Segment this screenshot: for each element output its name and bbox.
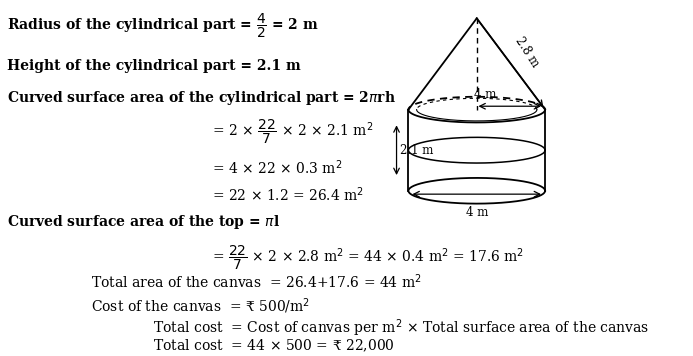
Text: = 2 $\times$ $\dfrac{22}{7}$ $\times$ 2 $\times$ 2.1 m$^{2}$: = 2 $\times$ $\dfrac{22}{7}$ $\times$ 2 … — [212, 118, 374, 146]
Text: = 22 $\times$ 1.2 = 26.4 m$^{2}$: = 22 $\times$ 1.2 = 26.4 m$^{2}$ — [212, 186, 365, 204]
Text: Curved surface area of the top = $\pi$l: Curved surface area of the top = $\pi$l — [8, 213, 281, 231]
Text: Curved surface area of the cylindrical part = 2$\pi$rh: Curved surface area of the cylindrical p… — [8, 89, 396, 107]
Text: Total cost  = Cost of canvas per m$^{2}$ $\times$ Total surface area of the canv: Total cost = Cost of canvas per m$^{2}$ … — [153, 318, 649, 339]
Text: 4 m: 4 m — [475, 88, 497, 101]
Text: Radius of the cylindrical part = $\dfrac{4}{2}$ = 2 m: Radius of the cylindrical part = $\dfrac… — [8, 11, 319, 40]
Text: 4 m: 4 m — [466, 206, 488, 219]
Text: Total cost  = 44 $\times$ 500 = ₹ 22,000: Total cost = 44 $\times$ 500 = ₹ 22,000 — [153, 338, 395, 354]
Text: Cost of the canvas  = ₹ 500/m$^{2}$: Cost of the canvas = ₹ 500/m$^{2}$ — [91, 296, 310, 316]
Text: = $\dfrac{22}{7}$ $\times$ 2 $\times$ 2.8 m$^{2}$ = 44 $\times$ 0.4 m$^{2}$ = 17: = $\dfrac{22}{7}$ $\times$ 2 $\times$ 2.… — [212, 243, 525, 272]
Text: 2.8 m: 2.8 m — [513, 35, 542, 70]
Text: = 4 $\times$ 22 $\times$ 0.3 m$^{2}$: = 4 $\times$ 22 $\times$ 0.3 m$^{2}$ — [212, 159, 343, 177]
Text: Height of the cylindrical part = 2.1 m: Height of the cylindrical part = 2.1 m — [8, 59, 301, 73]
Text: Total area of the canvas  = 26.4+17.6 = 44 m$^{2}$: Total area of the canvas = 26.4+17.6 = 4… — [91, 273, 421, 291]
Text: 2.1 m: 2.1 m — [399, 144, 433, 157]
